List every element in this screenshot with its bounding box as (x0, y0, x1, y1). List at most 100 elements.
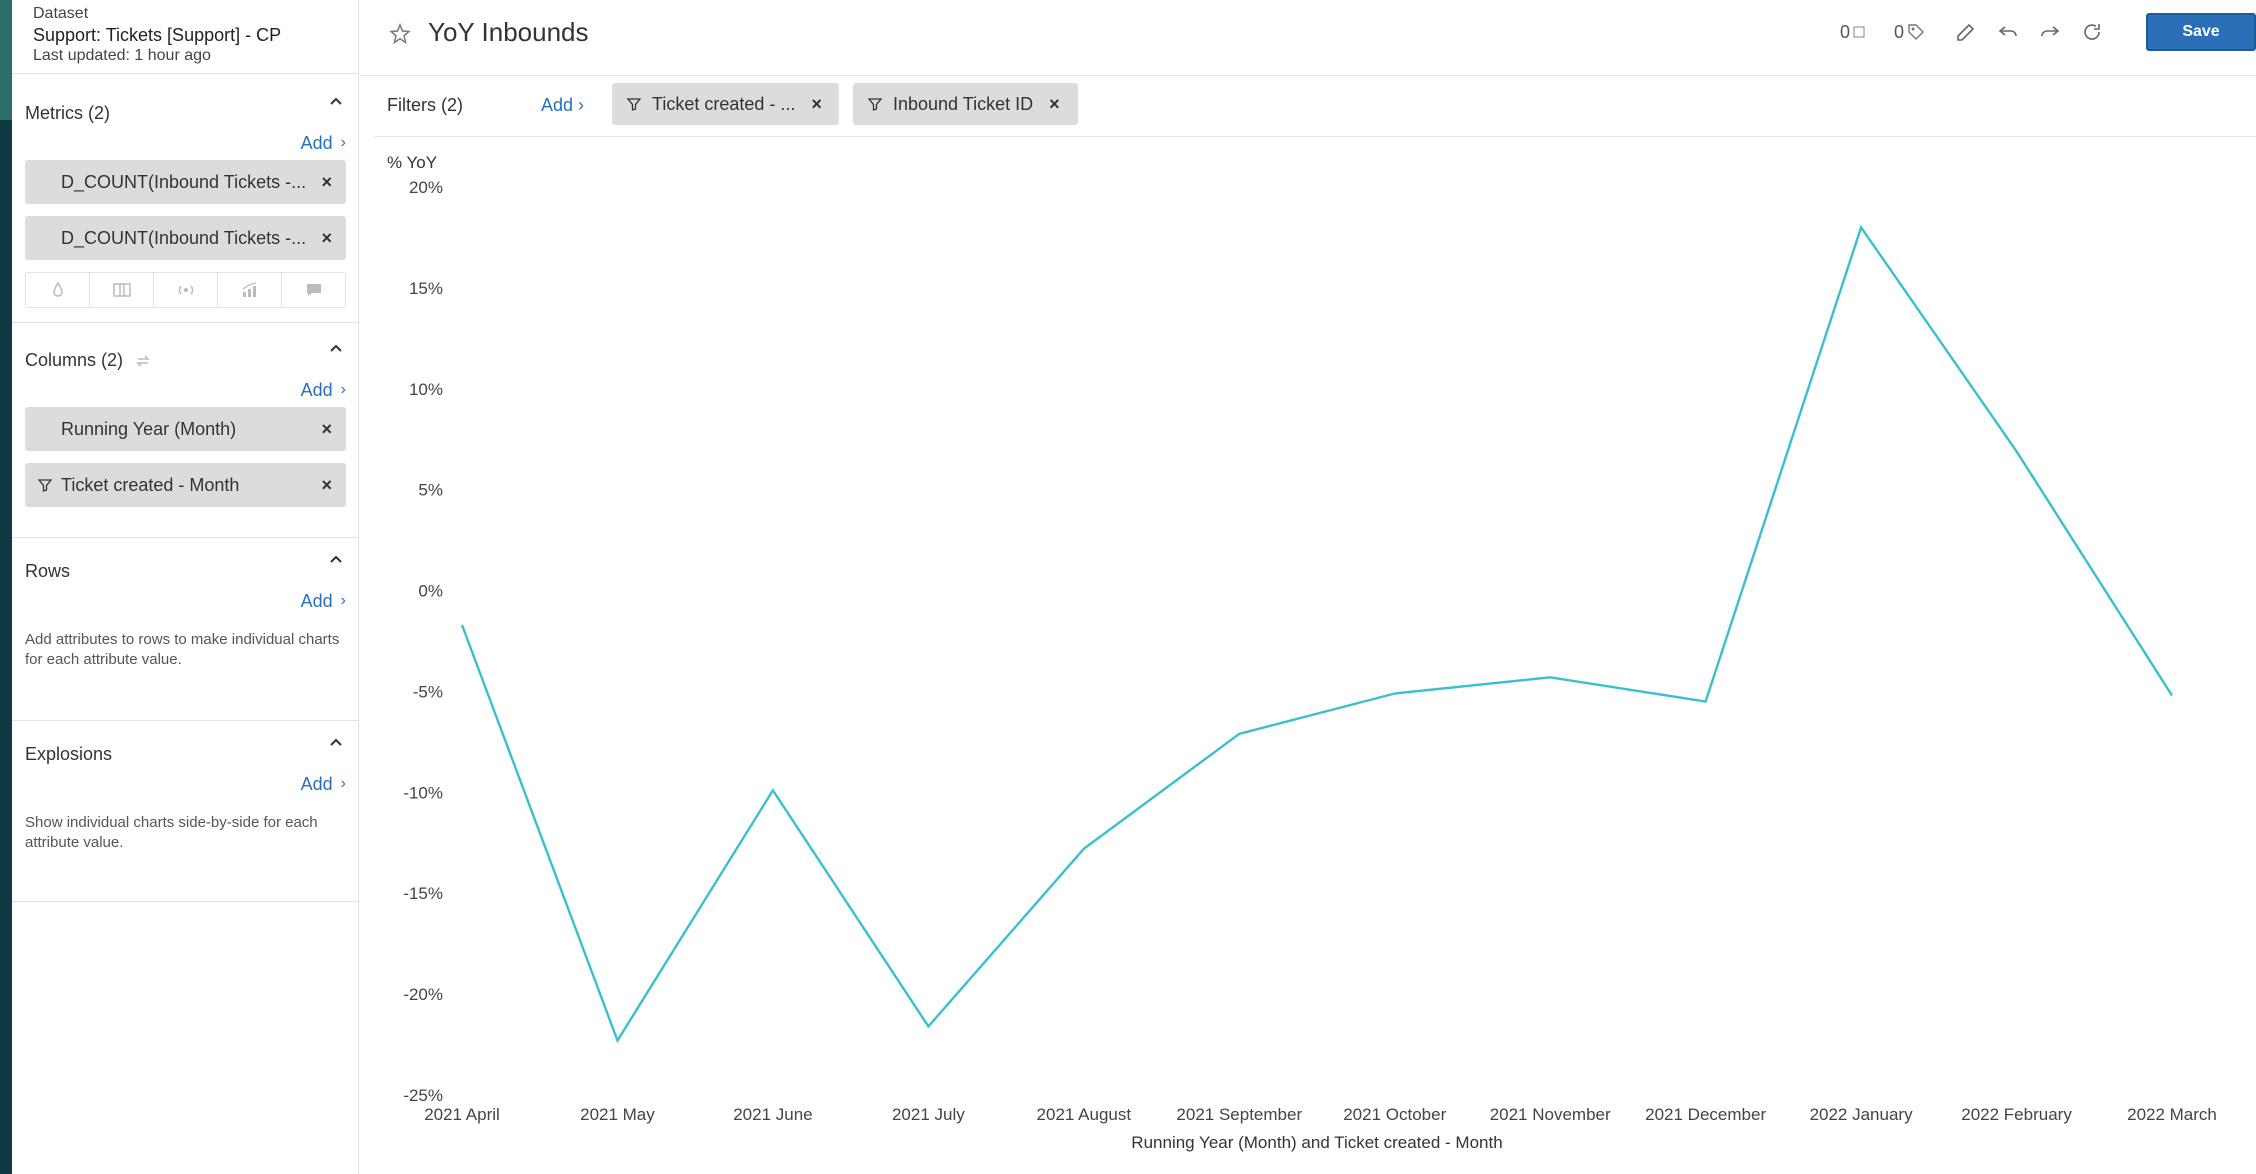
data-point (1233, 728, 1245, 740)
remove-column-icon[interactable]: × (321, 418, 332, 439)
column-pill-2[interactable]: Ticket created - Month × (25, 463, 346, 507)
metric-pill-1[interactable]: D_COUNT(Inbound Tickets -... × (25, 160, 346, 204)
add-explosion-label: Add (300, 773, 333, 794)
collapse-metrics-icon[interactable] (326, 92, 346, 112)
table-icon[interactable] (90, 273, 154, 307)
y-tick-label: 20% (409, 178, 443, 197)
add-row-label: Add (300, 590, 333, 611)
chart-area: % YoY 20% 15% 10% 5% 0% -5% -10% -15% -20% -25% 202… (375, 140, 2256, 1174)
add-metric-button[interactable]: Add › (25, 126, 346, 160)
x-axis-label: Running Year (Month) and Ticket created … (1131, 1133, 1502, 1152)
columns-section: Columns (2) Add › Running Year (Month) × … (12, 323, 358, 538)
collapse-explosions-icon[interactable] (326, 733, 346, 753)
undo-icon[interactable] (1996, 20, 2020, 44)
chevron-right-icon: › (578, 95, 585, 115)
remove-filter-icon[interactable]: × (1049, 93, 1060, 114)
remove-metric-icon[interactable]: × (321, 171, 332, 192)
remove-filter-icon[interactable]: × (811, 93, 822, 114)
y-tick-label: -25% (403, 1086, 443, 1105)
filter-icon (37, 479, 53, 492)
add-filter-label: Add (541, 95, 574, 115)
metric-pill-label: D_COUNT(Inbound Tickets -... (61, 171, 307, 192)
add-filter-button[interactable]: Add › (541, 95, 584, 116)
column-pill-1[interactable]: Running Year (Month) × (25, 407, 346, 451)
y-tick-label: 5% (418, 481, 443, 500)
filter-pill-label: Inbound Ticket ID (893, 93, 1034, 114)
yoy-line-chart[interactable]: % YoY20%15%10%5%0%-5%-10%-15%-20%-25%202… (375, 140, 2256, 1174)
edit-icon[interactable] (1954, 20, 1978, 44)
redo-icon[interactable] (2038, 20, 2062, 44)
app-nav-strip (0, 0, 12, 1174)
x-tick-label: 2022 February (1961, 1105, 2072, 1124)
page-title[interactable]: YoY Inbounds (428, 17, 589, 47)
chart-icon[interactable] (218, 273, 282, 307)
sidebar: Dataset Support: Tickets [Support] - CP … (12, 0, 359, 1174)
dataset-name[interactable]: Support: Tickets [Support] - CP (33, 25, 282, 45)
add-metric-label: Add (300, 132, 333, 153)
data-point (922, 1020, 934, 1032)
filter-pill-label: Ticket created - ... (652, 93, 796, 114)
comment-icon (1853, 26, 1865, 38)
x-tick-label: 2021 September (1176, 1105, 1302, 1124)
drop-icon[interactable] (26, 273, 90, 307)
y-tick-label: -5% (413, 682, 443, 701)
rows-title: Rows (25, 561, 71, 581)
x-tick-label: 2021 November (1490, 1105, 1611, 1124)
remove-metric-icon[interactable]: × (321, 227, 332, 248)
add-row-button[interactable]: Add › (25, 584, 346, 618)
y-axis-label: % YoY (387, 153, 437, 172)
comments-count-value: 0 (1839, 21, 1850, 42)
star-icon[interactable] (388, 22, 412, 46)
data-point (1855, 221, 1867, 233)
refresh-icon[interactable] (2080, 20, 2104, 44)
series-line (460, 224, 2174, 1044)
comments-count[interactable]: 0 (1840, 22, 1866, 43)
column-pill-label: Running Year (Month) (61, 418, 237, 439)
app-nav-accent (0, 0, 12, 120)
filter-icon (626, 98, 642, 111)
y-tick-label: 0% (418, 582, 443, 601)
data-point (2011, 445, 2023, 457)
metrics-title: Metrics (2) (25, 103, 110, 123)
x-tick-label: 2022 January (1810, 1105, 1914, 1124)
explosions-help-text: Show individual charts side-by-side for … (25, 814, 318, 851)
column-pill-label: Ticket created - Month (61, 474, 240, 495)
x-tick-label: 2021 October (1343, 1105, 1446, 1124)
chevron-right-icon: › (340, 775, 346, 792)
swap-icon[interactable] (133, 351, 153, 371)
comment-icon[interactable] (282, 273, 345, 307)
collapse-rows-icon[interactable] (326, 550, 346, 570)
remove-column-icon[interactable]: × (321, 474, 332, 495)
data-point (1078, 843, 1090, 855)
x-tick-label: 2021 May (580, 1105, 655, 1124)
rows-help-text: Add attributes to rows to make individua… (25, 631, 340, 668)
data-point (611, 1035, 623, 1047)
tags-count-value: 0 (1893, 21, 1904, 42)
add-explosion-button[interactable]: Add › (25, 767, 346, 801)
filter-icon (867, 98, 883, 111)
chevron-right-icon: › (340, 134, 346, 151)
data-point (1544, 671, 1556, 683)
dataset-info[interactable]: Dataset Support: Tickets [Support] - CP … (12, 0, 358, 74)
broadcast-icon[interactable] (154, 273, 218, 307)
metric-pill-2[interactable]: D_COUNT(Inbound Tickets -... × (25, 216, 346, 260)
data-point (767, 784, 779, 796)
save-button[interactable]: Save (2146, 13, 2256, 51)
y-tick-label: -20% (403, 985, 443, 1004)
explosions-title: Explosions (25, 744, 113, 764)
collapse-columns-icon[interactable] (326, 339, 346, 359)
header: YoY Inbounds 0 0 Save (360, 0, 2256, 76)
data-point (1389, 687, 1401, 699)
data-point (456, 619, 468, 631)
filter-pill-1[interactable]: Ticket created - ... × (612, 83, 839, 125)
x-tick-label: 2021 July (892, 1105, 965, 1124)
x-tick-label: 2022 March (2127, 1105, 2217, 1124)
y-tick-label: -15% (403, 884, 443, 903)
metric-tools (25, 272, 346, 308)
chevron-right-icon: › (340, 381, 346, 398)
filter-pill-2[interactable]: Inbound Ticket ID × (853, 83, 1078, 125)
x-tick-label: 2021 April (424, 1105, 500, 1124)
add-column-button[interactable]: Add › (25, 373, 346, 407)
metrics-section: Metrics (2) Add › D_COUNT(Inbound Tickets… (12, 74, 358, 323)
tags-count[interactable]: 0 (1894, 22, 1926, 43)
